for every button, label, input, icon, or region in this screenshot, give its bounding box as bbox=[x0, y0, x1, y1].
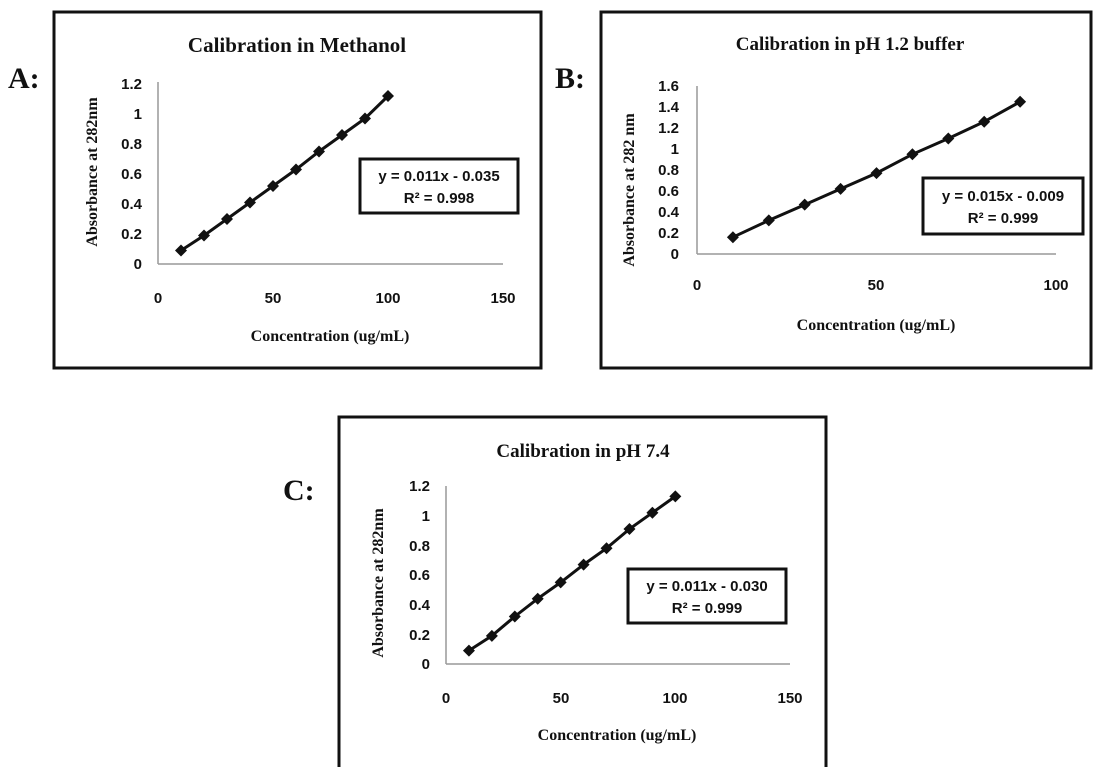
chart-a-x-tick: 0 bbox=[154, 290, 162, 307]
chart-b-equation-box bbox=[921, 176, 1085, 236]
chart-b-data-point bbox=[978, 115, 991, 128]
chart-b-y-ticks: 0 0.2 0.4 0.6 0.8 1 1.2 1.4 1.6 bbox=[658, 78, 680, 263]
chart-b-title: Calibration in pH 1.2 buffer bbox=[736, 34, 965, 55]
chart-b-data-point bbox=[1014, 95, 1027, 108]
chart-b: Calibration in pH 1.2 buffer 0 0.2 0.4 0… bbox=[599, 10, 1093, 370]
chart-a-y-tick: 0 bbox=[134, 256, 142, 273]
chart-a-series-line bbox=[180, 94, 390, 252]
chart-c-y-tick: 0 bbox=[422, 656, 430, 673]
chart-a-data-point bbox=[221, 213, 233, 225]
chart-a-y-tick: 0.2 bbox=[121, 226, 142, 243]
chart-c-equation-box bbox=[626, 567, 788, 625]
chart-c-data-point bbox=[623, 523, 636, 536]
chart-c-points bbox=[462, 490, 682, 657]
chart-a-data-point bbox=[198, 229, 210, 242]
chart-c-y-tick: 1 bbox=[422, 508, 430, 525]
chart-a-y-tick: 0.8 bbox=[121, 136, 142, 153]
chart-c-y-tick: 0.8 bbox=[409, 538, 430, 555]
chart-b-y-tick: 0.6 bbox=[658, 183, 679, 200]
chart-a-y-tick: 0.4 bbox=[121, 196, 143, 213]
chart-a-x-ticks: 0 50 100 150 bbox=[154, 290, 516, 307]
chart-b-y-tick: 0.8 bbox=[658, 162, 679, 179]
chart-c-y-ticks: 0 0.2 0.4 0.6 0.8 1 1.2 bbox=[409, 478, 431, 673]
chart-a-equation-box bbox=[358, 157, 520, 215]
chart-c-x-tick: 0 bbox=[442, 690, 450, 707]
chart-b-x-tick: 100 bbox=[1043, 277, 1068, 294]
panel-letter-c: C: bbox=[283, 474, 315, 507]
chart-b-y-tick: 0.4 bbox=[658, 204, 680, 221]
chart-b-x-tick: 50 bbox=[868, 277, 885, 294]
chart-c-equation: y = 0.011x - 0.030 bbox=[646, 578, 767, 595]
chart-b-data-point bbox=[762, 214, 775, 227]
chart-a-data-point bbox=[290, 163, 302, 176]
chart-b-y-tick: 1 bbox=[671, 141, 679, 158]
chart-c-y-tick: 0.2 bbox=[409, 627, 430, 644]
chart-b-x-tick: 0 bbox=[693, 277, 701, 294]
chart-a-data-point bbox=[336, 129, 348, 141]
chart-c-x-tick: 150 bbox=[777, 690, 802, 707]
panel-letter-a: A: bbox=[8, 62, 40, 95]
chart-c-data-point bbox=[669, 490, 682, 503]
chart-b-y-tick: 1.6 bbox=[658, 78, 679, 95]
chart-c: Calibration in pH 7.4 0 0.2 0.4 0.6 0.8 … bbox=[337, 415, 828, 767]
chart-b-r-squared: R² = 0.999 bbox=[968, 210, 1038, 227]
chart-a: Calibration in Methanol 0 0.2 0.4 0.6 0.… bbox=[52, 10, 543, 370]
chart-a-y-axis-label: Absorbance at 282nm bbox=[84, 97, 101, 247]
chart-c-data-point bbox=[554, 576, 567, 589]
chart-c-data-point bbox=[485, 629, 498, 642]
chart-b-y-tick: 1.4 bbox=[658, 99, 680, 116]
chart-c-data-point bbox=[600, 542, 613, 555]
chart-c-y-axis-label: Absorbance at 282nm bbox=[370, 508, 387, 658]
chart-c-data-point bbox=[577, 558, 590, 571]
chart-c-data-point bbox=[462, 644, 475, 657]
chart-a-data-point bbox=[175, 244, 187, 257]
chart-a-y-tick: 0.6 bbox=[121, 166, 142, 183]
chart-c-data-point bbox=[508, 610, 521, 623]
chart-c-x-tick: 100 bbox=[662, 690, 687, 707]
chart-a-title: Calibration in Methanol bbox=[188, 33, 406, 57]
chart-c-y-tick: 1.2 bbox=[409, 478, 430, 495]
chart-c-y-tick: 0.4 bbox=[409, 597, 431, 614]
chart-a-x-tick: 150 bbox=[490, 290, 515, 307]
chart-a-r-squared: R² = 0.998 bbox=[404, 190, 474, 207]
chart-b-data-point bbox=[798, 198, 811, 211]
chart-b-x-axis-label: Concentration (ug/mL) bbox=[797, 317, 956, 334]
chart-c-x-tick: 50 bbox=[553, 690, 570, 707]
chart-c-r-squared: R² = 0.999 bbox=[672, 600, 742, 617]
chart-c-x-axis-label: Concentration (ug/mL) bbox=[538, 727, 697, 744]
chart-a-data-point bbox=[359, 112, 371, 125]
chart-a-x-tick: 50 bbox=[265, 290, 282, 307]
chart-a-y-tick: 1 bbox=[134, 106, 142, 123]
chart-c-data-point bbox=[531, 592, 544, 605]
chart-a-x-axis-label: Concentration (ug/mL) bbox=[251, 328, 410, 345]
chart-c-y-tick: 0.6 bbox=[409, 567, 430, 584]
chart-b-data-point bbox=[942, 132, 955, 145]
chart-a-data-point bbox=[313, 145, 325, 158]
chart-b-x-ticks: 0 50 100 bbox=[693, 277, 1069, 294]
chart-c-data-point bbox=[646, 506, 659, 519]
chart-a-data-point bbox=[267, 180, 279, 192]
chart-b-y-tick: 0 bbox=[671, 246, 679, 263]
chart-b-y-tick: 0.2 bbox=[658, 225, 679, 242]
chart-a-points bbox=[175, 90, 394, 257]
chart-b-data-point bbox=[870, 167, 883, 180]
chart-b-data-point bbox=[726, 231, 739, 244]
chart-a-data-point bbox=[382, 90, 394, 102]
chart-c-series-line bbox=[468, 495, 677, 652]
chart-c-x-ticks: 0 50 100 150 bbox=[442, 690, 803, 707]
chart-a-equation: y = 0.011x - 0.035 bbox=[378, 168, 499, 185]
chart-c-title: Calibration in pH 7.4 bbox=[496, 441, 670, 462]
chart-b-equation: y = 0.015x - 0.009 bbox=[942, 188, 1064, 205]
chart-a-y-ticks: 0 0.2 0.4 0.6 0.8 1 1.2 bbox=[121, 76, 143, 273]
chart-b-y-axis-label: Absorbance at 282 nm bbox=[621, 113, 638, 267]
chart-a-y-tick: 1.2 bbox=[121, 76, 142, 93]
chart-a-data-point bbox=[244, 196, 256, 209]
panel-letter-b: B: bbox=[555, 62, 585, 95]
chart-b-points bbox=[726, 95, 1027, 244]
chart-b-data-point bbox=[906, 148, 919, 161]
chart-b-data-point bbox=[834, 182, 847, 195]
chart-a-x-tick: 100 bbox=[375, 290, 400, 307]
chart-b-y-tick: 1.2 bbox=[658, 120, 679, 137]
